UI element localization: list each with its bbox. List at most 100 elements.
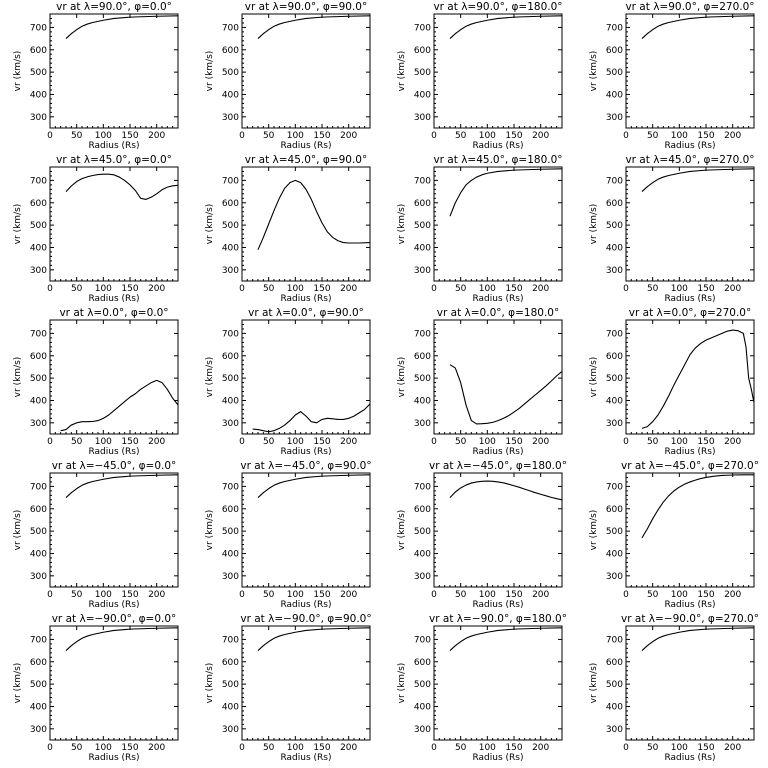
x-tick-label: 200 — [148, 743, 165, 753]
y-tick-label: 600 — [414, 352, 431, 362]
y-tick-label: 300 — [606, 725, 623, 735]
x-tick-label: 50 — [263, 590, 275, 600]
chart-panel: vr at λ=90.0°, φ=270.0° 0 50 100 150 200 300 40… — [576, 0, 768, 153]
x-tick-label: 150 — [697, 743, 714, 753]
series-line — [65, 627, 179, 651]
y-tick-label: 700 — [30, 635, 47, 645]
x-tick-label: 0 — [47, 743, 53, 753]
x-tick-label: 200 — [532, 743, 549, 753]
y-tick-label: 300 — [414, 572, 431, 582]
panel-svg: vr at λ=−45.0°, φ=90.0° 0 50 100 150 200 300 40… — [205, 460, 372, 610]
x-tick-label: 0 — [239, 284, 245, 294]
y-tick-label: 600 — [222, 352, 239, 362]
x-axis-label: Radius (Rs) — [472, 447, 523, 457]
x-tick-label: 0 — [623, 131, 629, 141]
y-tick-label: 700 — [414, 176, 431, 186]
plot-frame — [49, 166, 179, 282]
series-line — [257, 179, 371, 250]
x-axis-label: Radius (Rs) — [664, 447, 715, 457]
x-axis-label: Radius (Rs) — [88, 141, 139, 151]
y-tick-label: 400 — [414, 702, 431, 712]
panel-title: vr at λ=90.0°, φ=0.0° — [56, 1, 172, 13]
panel-title: vr at λ=45.0°, φ=180.0° — [433, 154, 562, 166]
x-axis-label: Radius (Rs) — [664, 141, 715, 151]
x-tick-label: 50 — [71, 743, 83, 753]
plot-frame — [625, 319, 755, 435]
series-line — [641, 329, 755, 429]
y-axis-label: vr (km/s) — [589, 204, 599, 245]
series-line — [449, 627, 563, 651]
y-axis-label: vr (km/s) — [205, 357, 215, 398]
series-line — [641, 627, 755, 651]
y-tick-label: 700 — [414, 482, 431, 492]
y-tick-label: 400 — [30, 549, 47, 559]
x-tick-label: 200 — [724, 590, 741, 600]
series-line — [641, 474, 754, 539]
x-tick-label: 200 — [148, 284, 165, 294]
y-tick-label: 300 — [222, 266, 239, 276]
y-tick-label: 500 — [414, 68, 431, 78]
series-line — [449, 15, 563, 39]
panel-title: vr at λ=−90.0°, φ=0.0° — [52, 613, 177, 625]
y-tick-label: 600 — [606, 199, 623, 209]
y-tick-label: 300 — [606, 572, 623, 582]
x-tick-label: 150 — [121, 590, 138, 600]
y-tick-label: 600 — [222, 199, 239, 209]
x-tick-label: 100 — [287, 131, 304, 141]
y-tick-label: 700 — [414, 23, 431, 33]
x-tick-label: 150 — [697, 131, 714, 141]
y-tick-label: 300 — [606, 113, 623, 123]
series-line — [641, 168, 755, 192]
plot-frame — [625, 166, 755, 282]
x-tick-label: 100 — [479, 131, 496, 141]
x-tick-label: 200 — [724, 437, 741, 447]
series-line — [449, 480, 563, 501]
x-axis-label: Radius (Rs) — [88, 447, 139, 457]
x-tick-label: 200 — [724, 743, 741, 753]
x-tick-label: 50 — [647, 284, 659, 294]
y-tick-label: 700 — [606, 23, 623, 33]
x-tick-label: 150 — [313, 743, 330, 753]
y-tick-label: 600 — [414, 505, 431, 515]
x-tick-label: 50 — [263, 743, 275, 753]
x-tick-label: 0 — [431, 284, 437, 294]
panel-title: vr at λ=90.0°, φ=270.0° — [625, 1, 754, 13]
x-tick-label: 0 — [431, 437, 437, 447]
x-tick-label: 100 — [287, 284, 304, 294]
x-tick-label: 50 — [647, 590, 659, 600]
x-tick-label: 0 — [47, 131, 53, 141]
y-tick-label: 500 — [222, 68, 239, 78]
x-tick-label: 150 — [505, 437, 522, 447]
y-tick-label: 700 — [414, 635, 431, 645]
series-line — [449, 168, 563, 217]
x-tick-label: 50 — [455, 743, 467, 753]
x-tick-label: 200 — [148, 131, 165, 141]
y-tick-label: 500 — [30, 68, 47, 78]
plot-frame — [49, 319, 179, 435]
x-tick-label: 200 — [532, 284, 549, 294]
x-tick-label: 50 — [263, 284, 275, 294]
y-tick-label: 400 — [30, 90, 47, 100]
x-axis-label: Radius (Rs) — [664, 753, 715, 763]
x-tick-label: 0 — [239, 131, 245, 141]
panel-svg: vr at λ=−90.0°, φ=90.0° 0 50 100 150 200 300 40… — [205, 613, 372, 763]
x-axis-label: Radius (Rs) — [472, 753, 523, 763]
x-tick-label: 0 — [239, 743, 245, 753]
x-axis-label: Radius (Rs) — [664, 294, 715, 304]
x-tick-label: 0 — [239, 590, 245, 600]
x-tick-label: 200 — [340, 284, 357, 294]
y-tick-label: 600 — [30, 352, 47, 362]
panel-svg: vr at λ=0.0°, φ=90.0° 0 50 100 150 200 300 400 5… — [205, 307, 371, 457]
chart-panel: vr at λ=90.0°, φ=180.0° 0 50 100 150 200 300 40… — [384, 0, 576, 153]
panel-title: vr at λ=45.0°, φ=0.0° — [56, 154, 172, 166]
x-tick-label: 100 — [95, 743, 112, 753]
x-tick-label: 200 — [340, 131, 357, 141]
y-tick-label: 400 — [606, 396, 623, 406]
x-axis-label: Radius (Rs) — [280, 753, 331, 763]
y-tick-label: 600 — [222, 658, 239, 668]
series-line — [65, 15, 179, 39]
y-tick-label: 700 — [606, 635, 623, 645]
x-tick-label: 100 — [671, 437, 688, 447]
y-axis-label: vr (km/s) — [397, 357, 407, 398]
